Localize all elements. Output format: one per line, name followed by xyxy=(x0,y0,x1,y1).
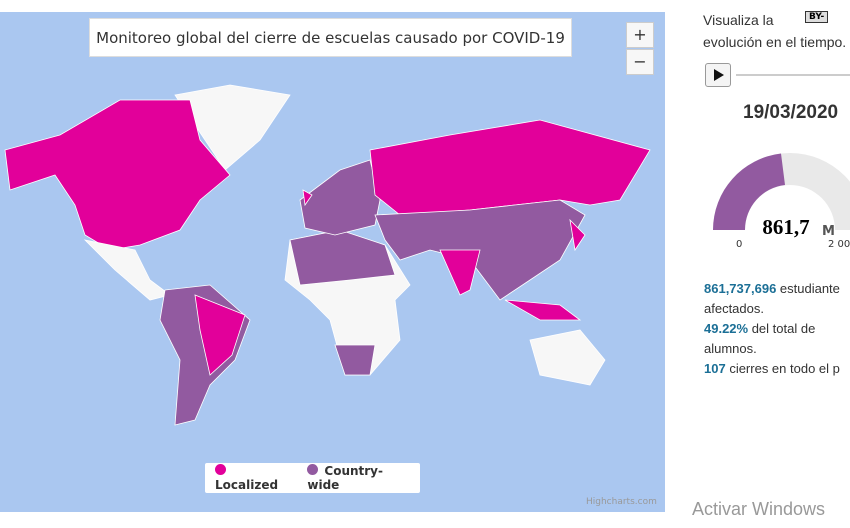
gauge-unit: M xyxy=(822,224,835,239)
mexico[interactable] xyxy=(83,239,171,301)
brazil[interactable] xyxy=(194,294,246,376)
southeast-asia[interactable] xyxy=(504,299,582,321)
stat-text: estudiante xyxy=(776,281,840,296)
legend-swatch xyxy=(215,464,226,475)
stat-line: 49.22% del total de xyxy=(704,319,840,339)
legend-item[interactable]: Localized xyxy=(215,464,291,492)
russia[interactable] xyxy=(369,119,651,216)
world-map[interactable] xyxy=(0,12,665,512)
north-america[interactable] xyxy=(4,99,231,251)
gauge: 861,7 M 0 2 00 xyxy=(713,153,850,250)
zoom-out-button[interactable]: − xyxy=(626,49,654,75)
map-shapes xyxy=(4,84,651,426)
intro-text: Visualiza la xyxy=(703,12,774,28)
stat-text: afectados. xyxy=(704,301,764,316)
legend-swatch xyxy=(307,464,319,475)
japan[interactable] xyxy=(569,218,586,252)
stat-text: cierres en todo el p xyxy=(725,361,840,376)
stats: 861,737,696 estudiante afectados. 49.22% d… xyxy=(704,279,840,379)
intro-text: evolución en el tiempo. xyxy=(703,34,847,50)
north-africa[interactable] xyxy=(289,229,396,286)
gauge-value: 861,7 xyxy=(762,215,809,239)
map-title: Monitoreo global del cierre de escuelas … xyxy=(89,18,572,57)
india[interactable] xyxy=(439,249,481,296)
time-slider[interactable] xyxy=(736,74,850,76)
stat-line: alumnos. xyxy=(704,339,840,359)
greenland[interactable] xyxy=(174,84,291,171)
stat-line: afectados. xyxy=(704,299,840,319)
stat-line: 107 cierres en todo el p xyxy=(704,359,840,379)
credit[interactable]: Highcharts.com xyxy=(586,497,657,507)
stat-highlight: 49.22% xyxy=(704,321,749,336)
stat-highlight: 107 xyxy=(704,361,726,376)
europe[interactable] xyxy=(299,159,381,236)
legend-label: Country-wide xyxy=(307,464,383,492)
gauge-fill xyxy=(713,153,785,230)
legend: Localized Country-wide xyxy=(205,463,420,493)
date: 19/03/2020 xyxy=(743,102,839,123)
stat-line: 861,737,696 estudiante xyxy=(704,279,840,299)
watermark: Activar Windows xyxy=(692,499,826,519)
legend-item[interactable]: Country-wide xyxy=(307,464,410,492)
stat-text: del total de xyxy=(748,321,816,336)
play-button[interactable] xyxy=(705,63,731,87)
legend-label: Localized xyxy=(215,478,279,492)
license-badge[interactable]: BY- xyxy=(805,11,829,23)
south-africa[interactable] xyxy=(334,344,376,376)
stat-text: alumnos. xyxy=(704,341,757,356)
gauge-max: 2 00 xyxy=(828,239,850,250)
stat-highlight: 861,737,696 xyxy=(704,281,777,296)
australia[interactable] xyxy=(529,329,606,386)
zoom-in-button[interactable]: + xyxy=(626,22,654,48)
gauge-min: 0 xyxy=(736,239,742,250)
uk[interactable] xyxy=(302,189,313,207)
play-icon xyxy=(714,69,724,81)
